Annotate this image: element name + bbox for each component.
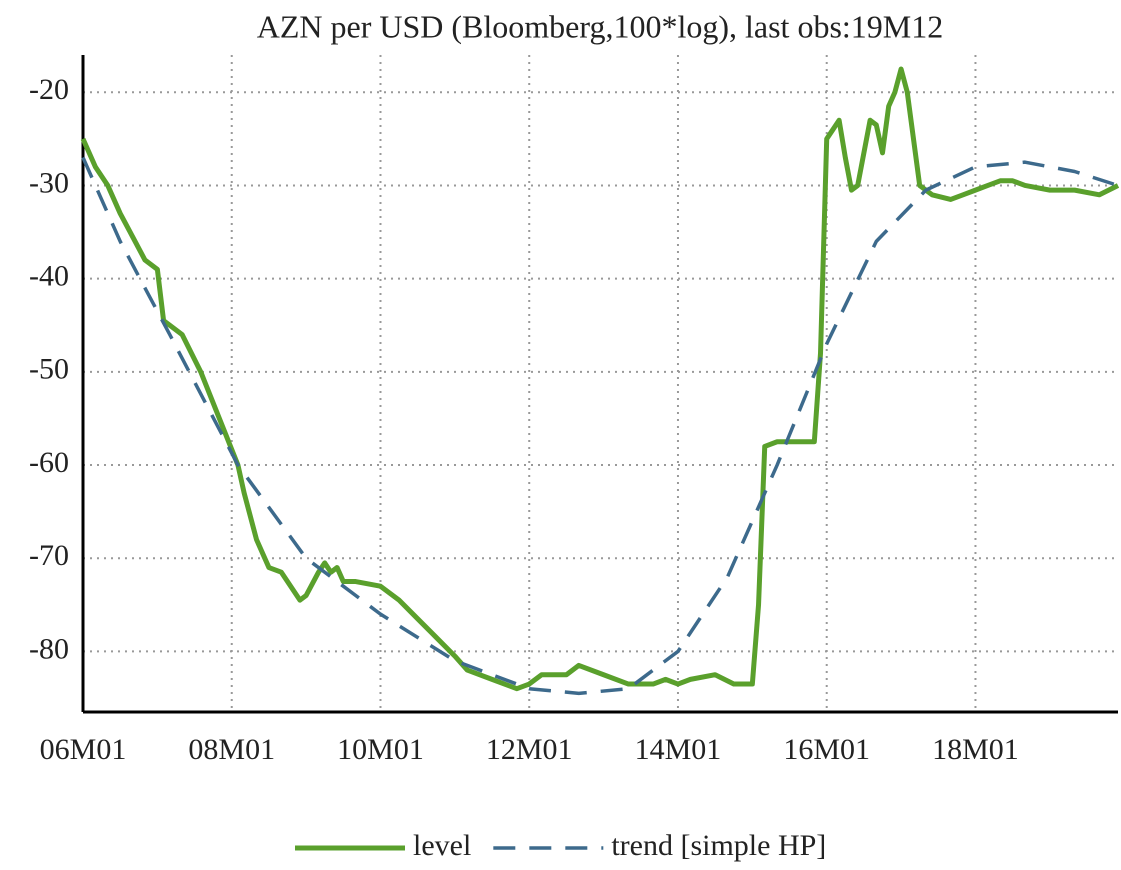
- y-tick-label: -70: [29, 539, 69, 572]
- legend-label: level: [413, 829, 471, 862]
- x-tick-label: 18M01: [932, 733, 1019, 766]
- x-tick-label: 06M01: [40, 733, 127, 766]
- y-tick-label: -60: [29, 446, 69, 479]
- x-tick-label: 16M01: [783, 733, 870, 766]
- x-tick-label: 12M01: [486, 733, 573, 766]
- chart-title: AZN per USD (Bloomberg,100*log), last ob…: [257, 8, 943, 44]
- y-tick-label: -40: [29, 260, 69, 293]
- y-tick-label: -30: [29, 166, 69, 199]
- x-tick-label: 14M01: [635, 733, 722, 766]
- y-tick-label: -20: [29, 73, 69, 106]
- x-tick-label: 08M01: [188, 733, 275, 766]
- y-tick-label: -50: [29, 353, 69, 386]
- line-series: [81, 156, 1119, 696]
- y-tick-label: -80: [29, 632, 69, 665]
- line-series: [80, 66, 1120, 692]
- legend-label: trend [simple HP]: [611, 829, 826, 862]
- x-tick-label: 10M01: [337, 733, 424, 766]
